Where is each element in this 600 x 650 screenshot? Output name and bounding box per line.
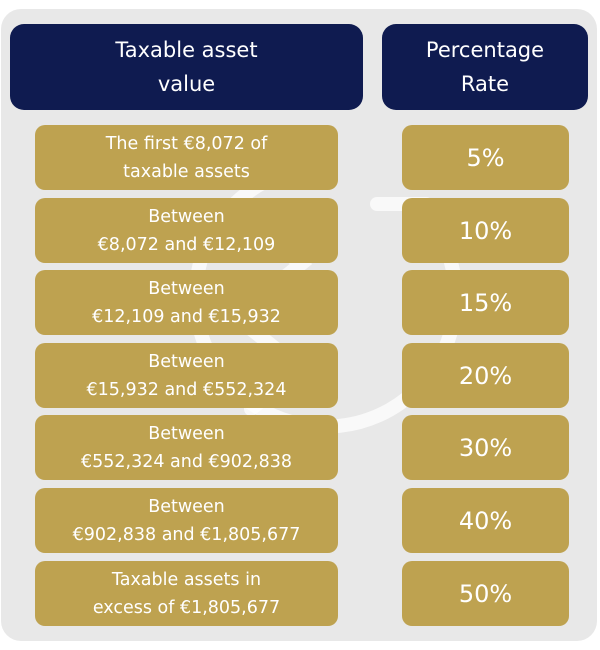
rate-text: 10% xyxy=(458,216,513,245)
asset-value-text: The first €8,072 of taxable assets xyxy=(105,133,268,182)
asset-value-text: Taxable assets in excess of €1,805,677 xyxy=(92,569,281,618)
asset-value-text: Between €15,932 and €552,324 xyxy=(86,351,287,400)
table-row: Between €12,109 and €15,932 15% xyxy=(1,270,597,335)
table-row: Between €552,324 and €902,838 30% xyxy=(1,415,597,480)
asset-value-cell: Between €15,932 and €552,324 xyxy=(35,343,338,408)
table-row: Taxable assets in excess of €1,805,677 5… xyxy=(1,561,597,626)
asset-value-text: Between €902,838 and €1,805,677 xyxy=(72,496,301,545)
rate-text: 20% xyxy=(458,361,513,390)
rate-cell: 30% xyxy=(402,415,569,480)
asset-value-cell: Between €8,072 and €12,109 xyxy=(35,198,338,263)
table-row: Between €15,932 and €552,324 20% xyxy=(1,343,597,408)
asset-value-cell: Between €902,838 and €1,805,677 xyxy=(35,488,338,553)
asset-value-cell: The first €8,072 of taxable assets xyxy=(35,125,338,190)
table-row: The first €8,072 of taxable assets 5% xyxy=(1,125,597,190)
column-header-asset-value-label: Taxable asset value xyxy=(115,38,258,96)
asset-value-text: Between €552,324 and €902,838 xyxy=(80,423,293,472)
rate-text: 40% xyxy=(458,506,513,535)
tax-rate-table: Taxable asset value Percentage Rate The … xyxy=(1,9,597,641)
rate-cell: 20% xyxy=(402,343,569,408)
rate-cell: 40% xyxy=(402,488,569,553)
rate-cell: 50% xyxy=(402,561,569,626)
column-header-asset-value: Taxable asset value xyxy=(10,24,363,110)
table-row: Between €902,838 and €1,805,677 40% xyxy=(1,488,597,553)
column-header-rate: Percentage Rate xyxy=(382,24,588,110)
asset-value-text: Between €12,109 and €15,932 xyxy=(92,278,281,327)
asset-value-text: Between €8,072 and €12,109 xyxy=(97,206,276,255)
rate-cell: 5% xyxy=(402,125,569,190)
rate-text: 30% xyxy=(458,433,513,462)
column-header-rate-label: Percentage Rate xyxy=(425,38,545,96)
asset-value-cell: Between €552,324 and €902,838 xyxy=(35,415,338,480)
asset-value-cell: Taxable assets in excess of €1,805,677 xyxy=(35,561,338,626)
rate-cell: 15% xyxy=(402,270,569,335)
rate-text: 50% xyxy=(458,579,513,608)
rate-cell: 10% xyxy=(402,198,569,263)
rate-text: 5% xyxy=(466,143,505,172)
asset-value-cell: Between €12,109 and €15,932 xyxy=(35,270,338,335)
table-row: Between €8,072 and €12,109 10% xyxy=(1,198,597,263)
rate-text: 15% xyxy=(458,288,513,317)
